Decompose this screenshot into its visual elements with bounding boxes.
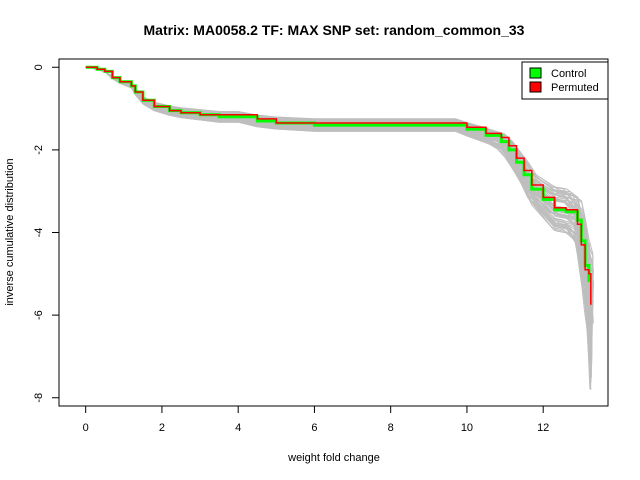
y-tick-label: -6	[33, 310, 45, 320]
x-tick-label: 4	[235, 422, 241, 434]
x-tick-label: 6	[311, 422, 317, 434]
legend-swatch-permuted	[529, 81, 542, 93]
y-tick-label: -8	[33, 393, 45, 403]
x-tick-label: 8	[388, 422, 394, 434]
y-tick-label: 0	[33, 64, 45, 70]
y-axis-label: inverse cumulative distribution	[4, 158, 16, 305]
x-axis-label: weight fold change	[287, 452, 380, 464]
y-tick-label: -2	[33, 145, 45, 155]
y-tick-label: -4	[33, 228, 45, 238]
background-series-line	[85, 66, 592, 339]
x-tick-label: 2	[159, 422, 165, 434]
legend-label-control: Control	[551, 68, 586, 80]
series-line-permuted	[85, 66, 592, 305]
x-tick-label: 12	[537, 422, 549, 434]
y-axis: 0 -2 -4 -6 -8	[33, 64, 60, 403]
legend-swatch-control	[529, 67, 542, 79]
legend-label-permuted: Permuted	[551, 82, 599, 94]
main-series-group	[85, 65, 592, 305]
x-axis: 0 2 4 6 8 10 12	[83, 405, 549, 434]
chart-title: Matrix: MA0058.2 TF: MAX SNP set: random…	[144, 22, 525, 38]
legend: Control Permuted	[521, 61, 609, 100]
x-tick-label: 10	[461, 422, 473, 434]
x-tick-label: 0	[83, 422, 89, 434]
